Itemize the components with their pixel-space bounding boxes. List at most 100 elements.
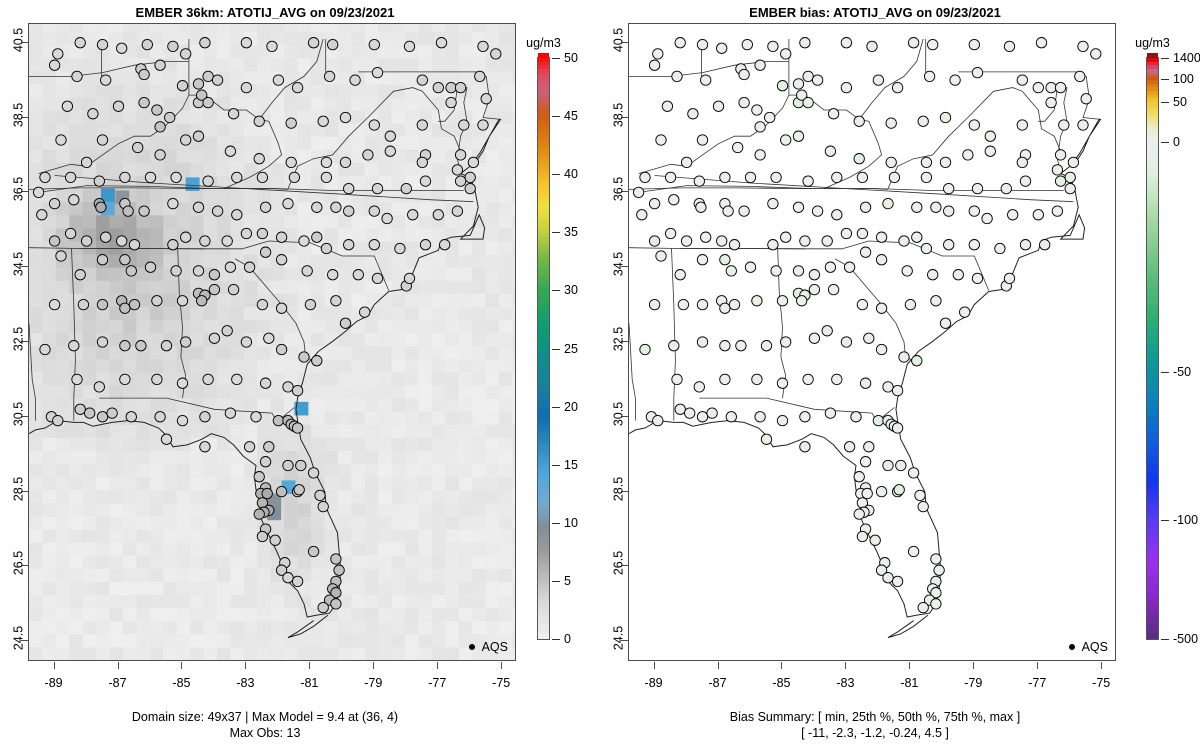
aqs-site-marker[interactable] — [250, 411, 262, 423]
aqs-site-marker[interactable] — [464, 182, 476, 195]
aqs-site-marker[interactable] — [856, 530, 869, 543]
aqs-site-marker[interactable] — [154, 411, 166, 423]
aqs-site-marker[interactable] — [648, 298, 661, 311]
aqs-site-marker[interactable] — [927, 38, 939, 51]
aqs-site-marker[interactable] — [164, 111, 176, 124]
aqs-site-marker[interactable] — [760, 433, 773, 445]
aqs-site-marker[interactable] — [891, 81, 904, 94]
aqs-site-marker[interactable] — [224, 145, 237, 157]
aqs-site-marker[interactable] — [80, 235, 93, 247]
aqs-site-marker[interactable] — [95, 201, 107, 213]
aqs-site-marker[interactable] — [664, 171, 677, 184]
aqs-site-marker[interactable] — [93, 175, 105, 187]
aqs-site-marker[interactable] — [639, 171, 651, 184]
aqs-site-marker[interactable] — [716, 235, 728, 247]
aqs-site-marker[interactable] — [272, 74, 285, 86]
aqs-site-marker[interactable] — [259, 456, 272, 468]
aqs-site-marker[interactable] — [253, 508, 265, 520]
aqs-site-marker[interactable] — [259, 377, 272, 389]
aqs-site-marker[interactable] — [320, 156, 333, 169]
aqs-site-marker[interactable] — [116, 235, 128, 247]
aqs-site-marker[interactable] — [151, 104, 163, 116]
aqs-site-marker[interactable] — [240, 37, 253, 49]
aqs-site-marker[interactable] — [253, 115, 265, 127]
aqs-site-marker[interactable] — [863, 441, 875, 453]
aqs-site-marker[interactable] — [1000, 182, 1012, 195]
aqs-site-marker[interactable] — [84, 407, 96, 419]
aqs-site-marker[interactable] — [240, 227, 253, 240]
aqs-site-marker[interactable] — [693, 381, 705, 393]
aqs-site-marker[interactable] — [362, 149, 374, 161]
aqs-site-marker[interactable] — [160, 433, 173, 445]
aqs-site-marker[interactable] — [911, 201, 923, 213]
aqs-site-marker[interactable] — [176, 377, 189, 389]
aqs-site-marker[interactable] — [811, 205, 824, 217]
aqs-site-marker[interactable] — [474, 70, 486, 83]
aqs-site-marker[interactable] — [68, 340, 80, 352]
aqs-site-marker[interactable] — [180, 336, 192, 348]
aqs-site-marker[interactable] — [754, 121, 766, 133]
aqs-site-marker[interactable] — [154, 149, 166, 161]
aqs-site-marker[interactable] — [1090, 48, 1102, 60]
aqs-site-marker[interactable] — [96, 336, 109, 348]
aqs-site-marker[interactable] — [119, 373, 131, 386]
aqs-site-marker[interactable] — [275, 302, 288, 314]
aqs-site-marker[interactable] — [911, 231, 923, 243]
aqs-site-marker[interactable] — [850, 411, 862, 423]
aqs-site-marker[interactable] — [700, 231, 712, 243]
aqs-site-marker[interactable] — [821, 325, 833, 337]
aqs-site-marker[interactable] — [349, 74, 361, 86]
aqs-site-marker[interactable] — [432, 209, 444, 221]
aqs-site-marker[interactable] — [96, 134, 109, 146]
aqs-site-marker[interactable] — [176, 414, 189, 427]
aqs-site-marker[interactable] — [202, 96, 214, 109]
aqs-site-marker[interactable] — [231, 209, 243, 221]
aqs-site-marker[interactable] — [799, 235, 811, 247]
aqs-site-marker[interactable] — [671, 70, 683, 83]
aqs-site-marker[interactable] — [1051, 205, 1064, 217]
aqs-site-marker[interactable] — [853, 115, 865, 127]
aqs-site-marker[interactable] — [272, 414, 285, 427]
aqs-site-marker[interactable] — [811, 74, 824, 86]
bias-plot-area[interactable]: AQS -89 -87 -85 -83 -81 -79 -77 -75 24.5 26.5 28.… — [611, 23, 1116, 690]
aqs-site-marker[interactable] — [435, 37, 448, 49]
aqs-site-marker[interactable] — [824, 261, 837, 273]
aqs-site-marker[interactable] — [1039, 239, 1051, 251]
aqs-site-marker[interactable] — [930, 587, 942, 599]
aqs-site-marker[interactable] — [843, 441, 856, 453]
aqs-site-marker[interactable] — [706, 407, 718, 419]
aqs-site-marker[interactable] — [371, 66, 384, 79]
aqs-site-marker[interactable] — [677, 298, 690, 311]
aqs-site-marker[interactable] — [224, 407, 237, 419]
aqs-site-marker[interactable] — [125, 411, 137, 423]
aqs-site-marker[interactable] — [352, 269, 364, 281]
aqs-site-marker[interactable] — [738, 96, 750, 109]
aqs-site-marker[interactable] — [632, 186, 645, 199]
aqs-site-marker[interactable] — [917, 601, 929, 614]
aqs-site-marker[interactable] — [77, 298, 90, 311]
aqs-site-marker[interactable] — [861, 487, 873, 500]
aqs-site-marker[interactable] — [856, 298, 869, 311]
aqs-site-marker[interactable] — [792, 78, 805, 90]
aqs-site-marker[interactable] — [744, 261, 757, 273]
aqs-site-marker[interactable] — [827, 108, 840, 120]
aqs-site-marker[interactable] — [432, 81, 444, 94]
aqs-site-marker[interactable] — [1077, 40, 1089, 53]
aqs-site-marker[interactable] — [138, 96, 150, 109]
aqs-site-marker[interactable] — [68, 194, 80, 206]
aqs-site-marker[interactable] — [648, 235, 661, 247]
aqs-site-marker[interactable] — [1067, 156, 1080, 169]
aqs-site-marker[interactable] — [227, 108, 240, 120]
aqs-site-marker[interactable] — [907, 545, 920, 558]
aqs-site-marker[interactable] — [680, 235, 693, 247]
aqs-site-marker[interactable] — [323, 70, 336, 83]
aqs-site-marker[interactable] — [853, 471, 865, 483]
aqs-site-marker[interactable] — [939, 111, 952, 124]
aqs-site-marker[interactable] — [1003, 40, 1016, 53]
aqs-site-marker[interactable] — [799, 441, 811, 453]
aqs-site-marker[interactable] — [208, 332, 221, 344]
aqs-site-marker[interactable] — [275, 564, 288, 576]
aqs-site-marker[interactable] — [898, 351, 910, 363]
aqs-site-marker[interactable] — [371, 272, 384, 285]
aqs-site-marker[interactable] — [821, 235, 833, 247]
